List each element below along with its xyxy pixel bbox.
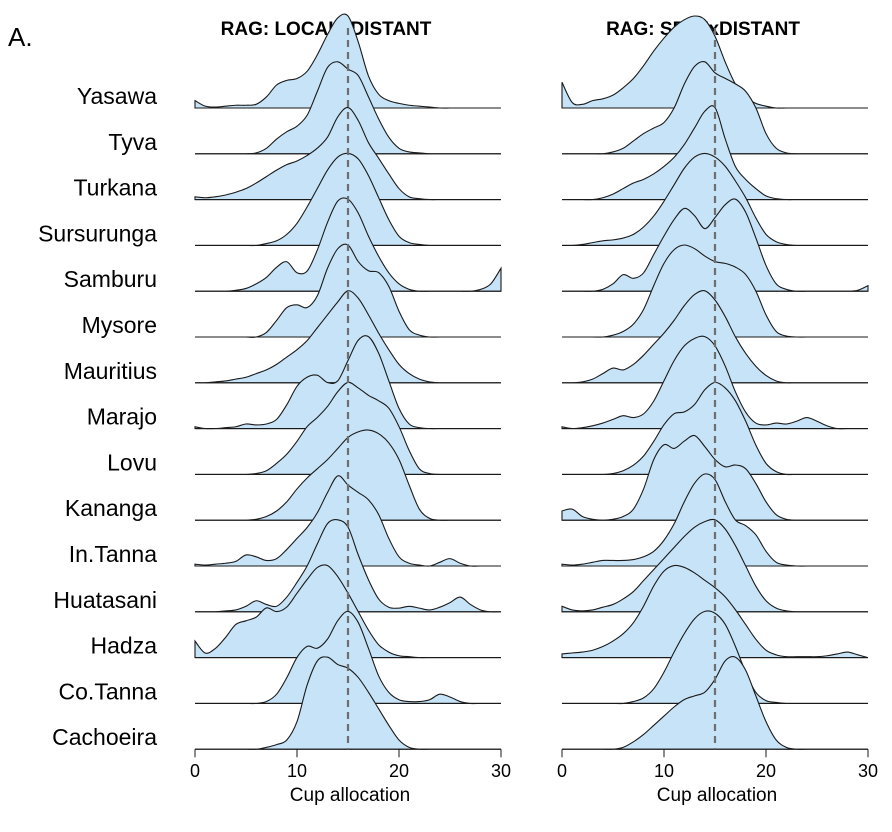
x-tick-label: 20 xyxy=(756,761,776,781)
category-label-cachoeira: Cachoeira xyxy=(52,724,157,750)
density-ridge-huatasani xyxy=(194,519,502,613)
category-label-turkana: Turkana xyxy=(73,175,157,201)
x-tick-label: 0 xyxy=(557,761,567,781)
x-axis-label: Cup allocation xyxy=(290,785,410,806)
category-label-mauritius: Mauritius xyxy=(64,358,157,384)
category-label-lovu: Lovu xyxy=(107,449,157,475)
category-label-huatasani: Huatasani xyxy=(53,587,157,613)
x-tick-label: 30 xyxy=(491,761,511,781)
category-label-tyva: Tyva xyxy=(108,129,157,155)
x-tick-label: 0 xyxy=(190,761,200,781)
category-label-hadza: Hadza xyxy=(91,633,158,659)
x-axis-label: Cup allocation xyxy=(657,785,777,806)
ridgeline-panel-local-x-distant: RAG: LOCALxDISTANT Yasawa Tyva Turkana Sursu… xyxy=(38,13,511,806)
category-label-kananga: Kananga xyxy=(65,495,157,521)
x-tick-label: 20 xyxy=(389,761,409,781)
category-label-marajo: Marajo xyxy=(87,404,157,430)
density-ridge-hadza xyxy=(561,564,869,659)
chart-title: RAG: LOCALxDISTANT xyxy=(221,19,432,40)
category-label-yasawa: Yasawa xyxy=(77,83,157,109)
category-label-in-tanna: In.Tanna xyxy=(69,541,157,567)
x-tick-label: 10 xyxy=(654,761,674,781)
x-tick-label: 10 xyxy=(287,761,307,781)
x-tick-label: 30 xyxy=(858,761,878,781)
category-label-mysore: Mysore xyxy=(82,312,157,338)
panel-label: A. xyxy=(8,22,33,52)
category-label-co-tanna: Co.Tanna xyxy=(59,678,158,704)
ridgeline-panel-self-x-distant: RAG: SELFxDISTANT0102030Cup allocation xyxy=(557,15,878,806)
category-label-samburu: Samburu xyxy=(64,266,157,292)
category-label-sursurunga: Sursurunga xyxy=(38,220,157,246)
